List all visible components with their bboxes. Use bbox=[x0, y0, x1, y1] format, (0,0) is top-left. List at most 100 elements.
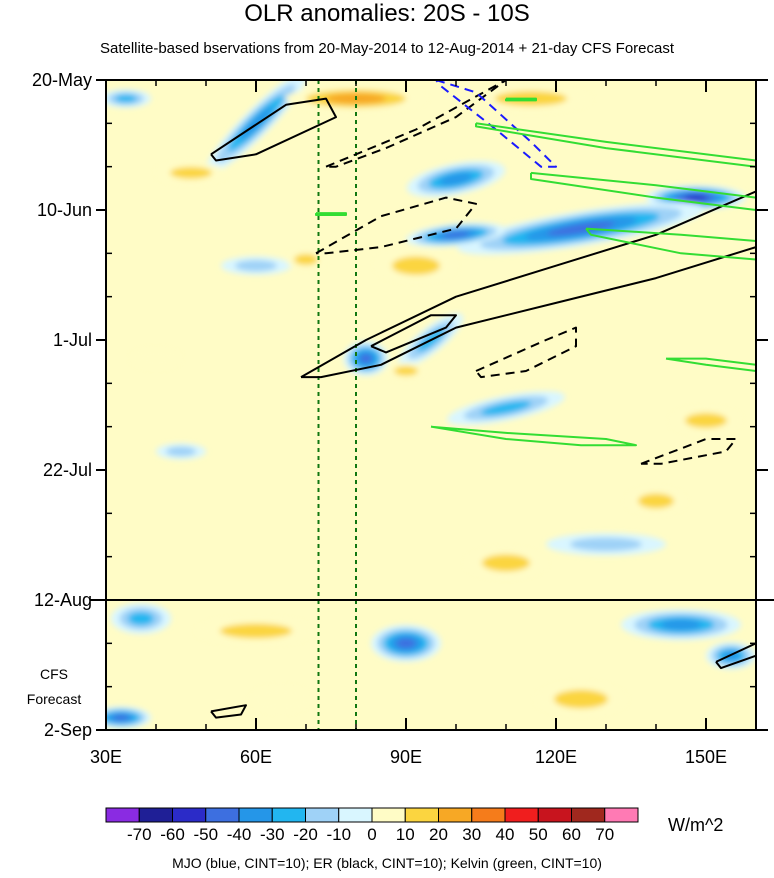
olr-anomaly-level bbox=[547, 221, 615, 236]
olr-anomaly-level bbox=[396, 638, 416, 649]
olr-anomaly-blob bbox=[106, 706, 151, 729]
x-tick-label: 60E bbox=[240, 747, 272, 767]
cfs-label-line-1: CFS bbox=[40, 666, 68, 682]
colorbar-tick-label: 0 bbox=[367, 825, 376, 844]
olr-anomaly-blob bbox=[671, 408, 741, 433]
olr-anomaly-level bbox=[294, 253, 318, 266]
y-tick-label: 22-Jul bbox=[43, 460, 92, 480]
colorbar-swatch bbox=[238, 807, 273, 823]
er-contour bbox=[475, 326, 577, 379]
er-contour bbox=[370, 314, 457, 354]
olr-anomaly-blob bbox=[111, 603, 171, 635]
colorbar-tick-label: 60 bbox=[562, 825, 581, 844]
chart-subtitle: Satellite-based bservations from 20-May-… bbox=[99, 40, 675, 57]
kelvin-contour bbox=[430, 425, 637, 447]
colorbar-swatch bbox=[172, 807, 207, 823]
colorbar-tick-label: -50 bbox=[193, 825, 218, 844]
colorbar-tick-label: 50 bbox=[529, 825, 548, 844]
olr-anomaly-blob bbox=[205, 80, 307, 174]
olr-anomaly-level bbox=[128, 611, 154, 626]
olr-anomaly-level bbox=[482, 554, 530, 572]
colorbar-tick-label: -70 bbox=[127, 825, 152, 844]
colorbar: -70 -60 -50 -40 -30 -20 -10 0 10 20 30 40 50 60 70 bbox=[105, 807, 639, 844]
olr-anomaly-level bbox=[115, 94, 137, 103]
olr-anomaly-level bbox=[638, 493, 674, 509]
kelvin-contour bbox=[475, 122, 756, 168]
colorbar-swatch bbox=[404, 807, 439, 823]
colorbar-swatch bbox=[537, 807, 572, 823]
olr-anomaly-level bbox=[684, 194, 708, 201]
mjo-contour bbox=[435, 80, 557, 168]
colorbar-swatch bbox=[138, 807, 173, 823]
olr-anomaly-level bbox=[251, 686, 311, 712]
olr-anomaly-blob bbox=[156, 162, 226, 183]
olr-anomaly-level bbox=[170, 166, 212, 179]
olr-field bbox=[106, 80, 756, 729]
olr-anomaly-blob bbox=[626, 488, 686, 514]
olr-anomaly-level bbox=[661, 619, 701, 630]
olr-anomaly-level bbox=[235, 260, 277, 272]
colorbar-tick-label: -20 bbox=[293, 825, 318, 844]
er-contour bbox=[300, 190, 756, 379]
colorbar-swatch bbox=[338, 807, 373, 823]
y-axis: 20-May 10-Jun 1-Jul 22-Jul 12-Aug 2-Sep bbox=[32, 70, 768, 740]
olr-anomaly-blob bbox=[131, 349, 181, 368]
kelvin-contour bbox=[585, 227, 756, 261]
colorbar-tick-label: 70 bbox=[595, 825, 614, 844]
x-tick-label: 90E bbox=[390, 747, 422, 767]
colorbar-swatch bbox=[205, 807, 240, 823]
olr-anomaly-blob bbox=[386, 362, 426, 380]
olr-anomaly-blob bbox=[286, 250, 326, 269]
plot-frame bbox=[105, 79, 757, 731]
olr-anomaly-level bbox=[439, 173, 473, 186]
y-tick-label: 1-Jul bbox=[53, 330, 92, 350]
kelvin-contour bbox=[505, 97, 537, 102]
olr-anomaly-level bbox=[685, 413, 727, 428]
colorbar-tick-label: -30 bbox=[260, 825, 285, 844]
x-tick-label: 120E bbox=[535, 747, 577, 767]
olr-anomaly-blob bbox=[371, 624, 441, 662]
olr-anomaly-level bbox=[112, 714, 130, 721]
chart-title: OLR anomalies: 20S - 10S bbox=[244, 0, 530, 27]
cfs-label-line-2: Forecast bbox=[26, 691, 82, 707]
olr-anomaly-level bbox=[359, 353, 373, 364]
olr-anomaly-blob bbox=[156, 443, 206, 460]
olr-anomaly-level bbox=[442, 231, 470, 239]
cfs-forecast-label: CFS Forecast bbox=[18, 662, 90, 712]
olr-anomaly-level bbox=[480, 400, 532, 416]
olr-anomaly-blob bbox=[221, 256, 291, 276]
contour-lines bbox=[210, 80, 756, 719]
kelvin-contour bbox=[665, 357, 756, 372]
olr-anomaly-level bbox=[392, 256, 440, 276]
colorbar-swatch bbox=[571, 807, 606, 823]
kelvin-contour bbox=[315, 212, 347, 216]
olr-anomaly-level bbox=[394, 366, 418, 376]
er-contour bbox=[210, 704, 247, 719]
colorbar-tick-label: 20 bbox=[429, 825, 448, 844]
colorbar-units: W/m^2 bbox=[668, 815, 724, 835]
olr-anomaly-blob bbox=[447, 391, 565, 426]
er-contour bbox=[325, 80, 507, 168]
olr-anomaly-level bbox=[239, 106, 273, 141]
colorbar-tick-label: -60 bbox=[160, 825, 185, 844]
colorbar-tick-label: 30 bbox=[462, 825, 481, 844]
olr-anomaly-level bbox=[554, 689, 608, 709]
x-tick-label: 30E bbox=[90, 747, 122, 767]
olr-anomaly-blob bbox=[196, 618, 316, 644]
er-contour bbox=[640, 438, 737, 465]
er-contour bbox=[210, 97, 337, 162]
y-tick-label: 2-Sep bbox=[44, 720, 92, 740]
olr-anomaly-blob bbox=[621, 609, 741, 641]
olr-anomaly-level bbox=[166, 446, 196, 457]
olr-anomaly-blob bbox=[546, 533, 666, 556]
olr-anomaly-blob bbox=[536, 683, 626, 715]
olr-anomaly-blob bbox=[376, 250, 456, 282]
olr-anomaly-blob bbox=[251, 686, 311, 712]
olr-anomaly-blob bbox=[457, 202, 705, 255]
olr-anomaly-level bbox=[220, 623, 292, 639]
colorbar-swatch bbox=[604, 807, 639, 823]
olr-anomaly-level bbox=[131, 349, 181, 368]
y-tick-label: 10-Jun bbox=[37, 200, 92, 220]
olr-anomaly-blob bbox=[466, 548, 546, 578]
colorbar-tick-label: 10 bbox=[396, 825, 415, 844]
